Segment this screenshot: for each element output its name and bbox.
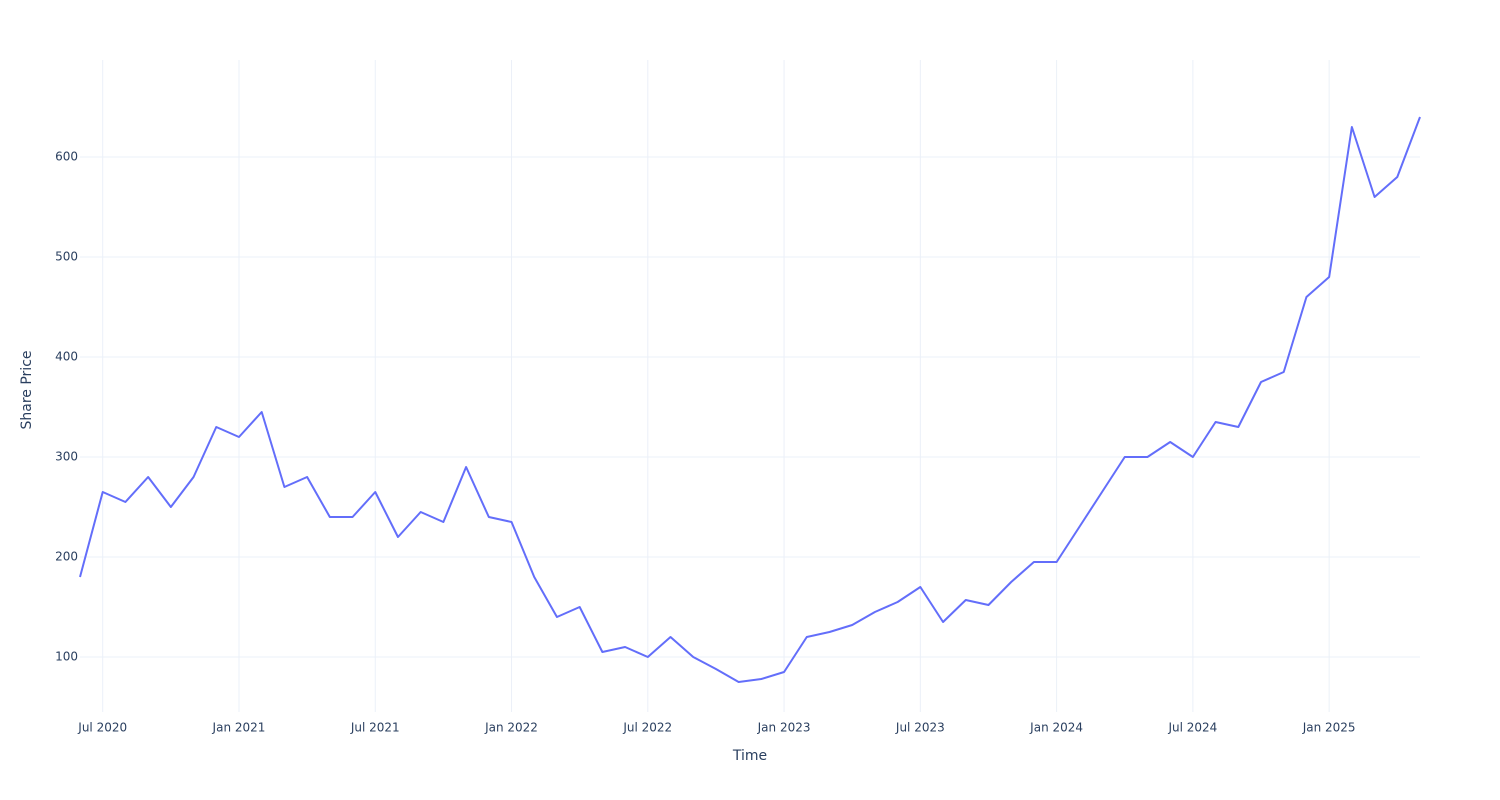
y-tick-label: 500 [55, 250, 78, 264]
x-tick-label: Jul 2024 [1167, 721, 1217, 735]
y-tick-label: 600 [55, 150, 78, 164]
x-tick-label: Jan 2022 [484, 721, 538, 735]
x-tick-label: Jan 2023 [757, 721, 811, 735]
price-line [79, 116, 1421, 683]
y-tick-label: 200 [55, 550, 78, 564]
y-tick-label: 400 [55, 350, 78, 364]
x-tick-label: Jan 2021 [212, 721, 266, 735]
x-tick-label: Jan 2025 [1302, 721, 1356, 735]
y-axis-title: Share Price [19, 350, 35, 429]
x-axis-title: Time [732, 748, 767, 764]
x-tick-label: Jul 2021 [350, 721, 400, 735]
y-tick-label: 100 [55, 650, 78, 664]
x-tick-label: Jul 2020 [77, 721, 127, 735]
x-tick-label: Jul 2023 [895, 721, 945, 735]
y-tick-label: 300 [55, 450, 78, 464]
x-tick-label: Jul 2022 [622, 721, 672, 735]
x-tick-label: Jan 2024 [1029, 721, 1083, 735]
